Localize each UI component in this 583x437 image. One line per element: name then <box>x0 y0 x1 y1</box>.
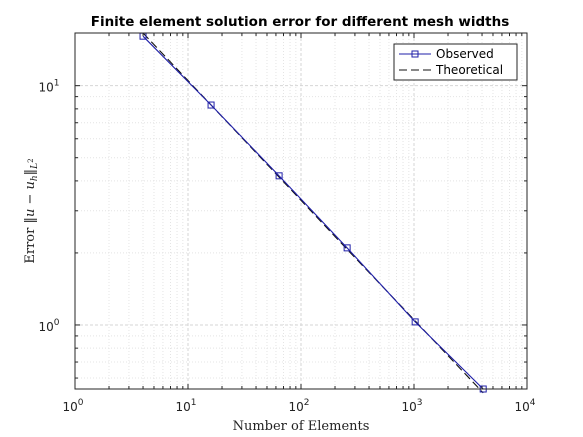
x-tick-label: 101 <box>175 398 196 414</box>
grid <box>75 33 527 389</box>
x-tick-label: 104 <box>514 398 535 414</box>
y-tick-label: 100 <box>38 318 59 334</box>
y-tick-label: 101 <box>38 79 59 95</box>
x-tick-label: 102 <box>288 398 309 414</box>
series-layer <box>139 32 487 394</box>
legend-label: Observed <box>436 47 494 61</box>
x-tick-label: 103 <box>401 398 422 414</box>
data-point <box>207 101 215 109</box>
y-axis-label: Error ‖u − uh‖L2 <box>23 158 40 263</box>
legend: Observed Theoretical <box>393 43 518 81</box>
x-tick-label: 100 <box>62 398 83 414</box>
data-point <box>275 172 283 180</box>
chart-title: Finite element solution error for differ… <box>91 14 510 30</box>
x-axis-label: Number of Elements <box>233 419 370 434</box>
series-line-observed <box>142 35 484 390</box>
legend-label: Theoretical <box>435 63 503 77</box>
data-point <box>343 244 351 252</box>
data-point <box>411 318 419 326</box>
legend-box <box>393 43 518 81</box>
legend-marker <box>411 50 419 58</box>
tick-layer: 100 101 102 103 104 100 101 <box>38 33 536 414</box>
